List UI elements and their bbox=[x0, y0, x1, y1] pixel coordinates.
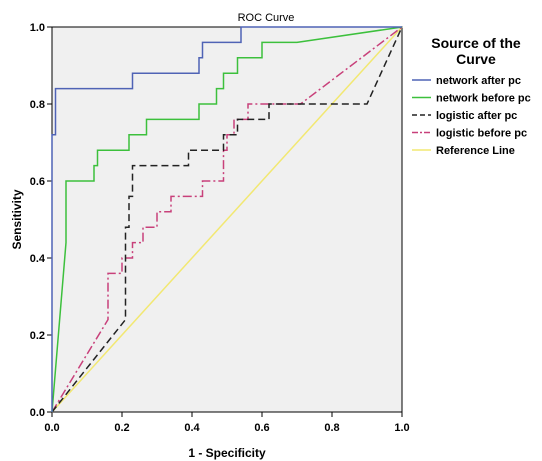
y-tick-label: 0.8 bbox=[30, 99, 45, 111]
axis-ticks: 0.0 0.2 0.4 0.6 0.8 1.0 0.0 0.2 0.4 0.6 0.8 1.0 bbox=[30, 22, 410, 434]
series-line-reference-line bbox=[51, 26, 403, 413]
y-tick-label: 0.2 bbox=[30, 330, 45, 342]
legend-label-network-after-pc: network after pc bbox=[436, 75, 521, 87]
x-tick-label: 1.0 bbox=[394, 422, 409, 434]
series-line-network-after-pc bbox=[51, 26, 402, 412]
series-line-logistic-after-pc bbox=[51, 26, 403, 413]
series-line-network-before-pc bbox=[51, 26, 403, 413]
series-layer bbox=[51, 26, 403, 413]
legend-label-network-before-pc: network before pc bbox=[436, 93, 531, 105]
x-tick-label: 0.6 bbox=[254, 422, 269, 434]
legend-label-logistic-before-pc: logistic before pc bbox=[436, 128, 527, 140]
legend-title-line-2: Curve bbox=[456, 51, 496, 67]
x-tick-label: 0.4 bbox=[184, 422, 200, 434]
y-tick-label: 0.4 bbox=[30, 253, 46, 265]
y-tick-label: 0.6 bbox=[30, 176, 45, 188]
legend: Source of the Curve network after pc netw… bbox=[412, 35, 531, 157]
x-tick-label: 0.0 bbox=[44, 422, 59, 434]
y-tick-label: 0.0 bbox=[30, 407, 45, 419]
legend-label-logistic-after-pc: logistic after pc bbox=[436, 110, 517, 122]
series-line-logistic-before-pc bbox=[51, 26, 403, 413]
legend-label-reference-line: Reference Line bbox=[436, 145, 515, 157]
legend-title-line-1: Source of the bbox=[431, 35, 521, 51]
y-tick-label: 1.0 bbox=[30, 22, 45, 34]
x-axis-title: 1 - Specificity bbox=[188, 446, 266, 460]
x-tick-label: 0.8 bbox=[324, 422, 339, 434]
chart-title: ROC Curve bbox=[238, 12, 295, 24]
y-axis-title: Sensitivity bbox=[10, 189, 24, 249]
x-tick-label: 0.2 bbox=[114, 422, 129, 434]
